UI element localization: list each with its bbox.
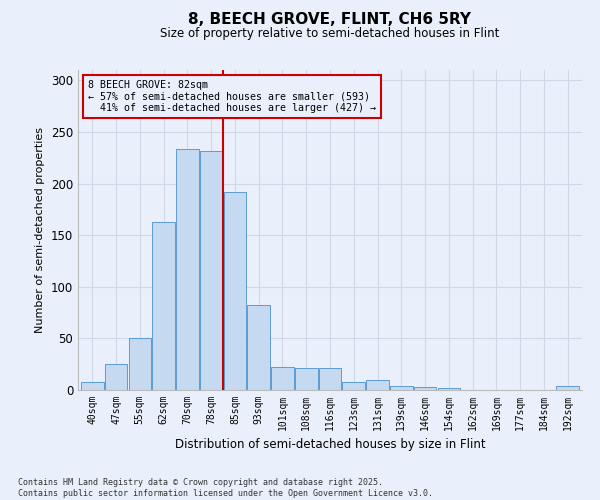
Bar bbox=[176, 150, 199, 390]
Bar bbox=[343, 382, 365, 390]
Bar bbox=[271, 368, 294, 390]
Text: 8 BEECH GROVE: 82sqm
← 57% of semi-detached houses are smaller (593)
  41% of se: 8 BEECH GROVE: 82sqm ← 57% of semi-detac… bbox=[88, 80, 376, 113]
Bar bbox=[414, 387, 436, 390]
Y-axis label: Number of semi-detached properties: Number of semi-detached properties bbox=[35, 127, 46, 333]
Text: Size of property relative to semi-detached houses in Flint: Size of property relative to semi-detach… bbox=[160, 28, 500, 40]
Bar bbox=[295, 368, 317, 390]
X-axis label: Distribution of semi-detached houses by size in Flint: Distribution of semi-detached houses by … bbox=[175, 438, 485, 452]
Bar bbox=[247, 306, 270, 390]
Bar bbox=[319, 368, 341, 390]
Bar bbox=[81, 382, 104, 390]
Bar bbox=[152, 222, 175, 390]
Bar bbox=[105, 364, 127, 390]
Bar bbox=[224, 192, 246, 390]
Bar bbox=[128, 338, 151, 390]
Text: 8, BEECH GROVE, FLINT, CH6 5RY: 8, BEECH GROVE, FLINT, CH6 5RY bbox=[188, 12, 472, 28]
Text: Contains HM Land Registry data © Crown copyright and database right 2025.
Contai: Contains HM Land Registry data © Crown c… bbox=[18, 478, 433, 498]
Bar bbox=[366, 380, 389, 390]
Bar bbox=[390, 386, 413, 390]
Bar bbox=[200, 150, 223, 390]
Bar bbox=[437, 388, 460, 390]
Bar bbox=[556, 386, 579, 390]
